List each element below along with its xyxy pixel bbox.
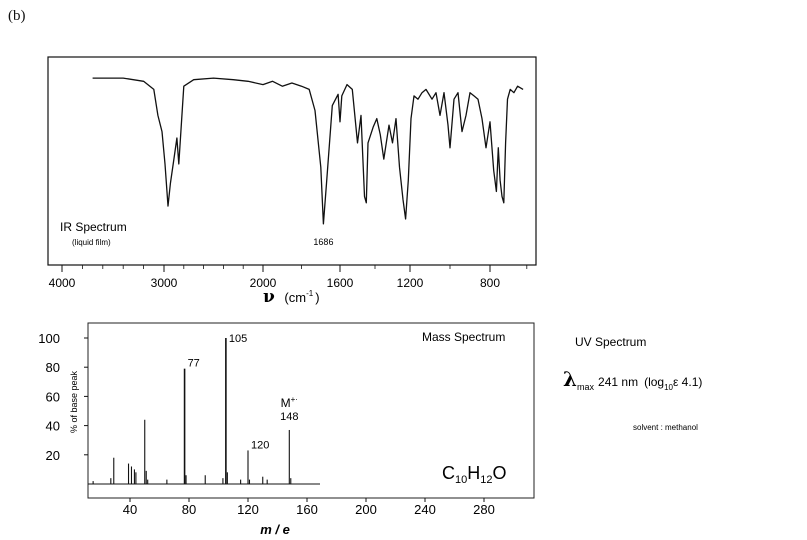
ir-spectrum-chart: 4000 3000 2000 1600 1200 800 IR Spectrum (liq…	[47, 56, 537, 307]
ms-y-tick-label-2: 60	[46, 389, 60, 404]
ms-x-ticks: 40 80 120 160 200 240 280	[123, 498, 495, 517]
ir-x-tick-label-4: 1200	[397, 276, 424, 290]
ms-plot-frame	[87, 322, 535, 499]
ms-peak-labels: 77 105 120	[188, 333, 270, 451]
ms-x-tick-label-0: 40	[123, 502, 137, 517]
ms-molecular-ion-mass: 148	[280, 411, 298, 423]
uv-log-rest: ε 4.1)	[673, 375, 702, 389]
ir-peak-annotation: 1686	[313, 237, 333, 247]
ir-subtitle: (liquid film)	[72, 238, 111, 247]
ms-y-tick-label-1: 40	[46, 419, 60, 434]
ms-x-tick-label-4: 200	[355, 502, 377, 517]
uv-spectrum: UV Spectrum λmax 241 nm (log10ε 4.1) solve…	[563, 335, 702, 432]
panel-label: (b)	[8, 8, 26, 24]
uv-log-sub: 10	[664, 383, 673, 392]
formula-h: H	[467, 463, 480, 483]
uv-value: 241 nm	[598, 375, 638, 389]
uv-title: UV Spectrum	[575, 335, 646, 349]
ms-peak-label-120: 120	[251, 439, 269, 451]
formula-sub2: 12	[480, 474, 492, 486]
ir-x-tick-label-1: 3000	[151, 276, 178, 290]
ms-y-tick-label-4: 100	[38, 331, 60, 346]
mass-spectrum-chart: 20 40 60 80 100 40 80 120 160 200 240 280 77 105 120…	[38, 322, 535, 537]
ir-x-label-symbol: ν	[263, 287, 275, 307]
uv-lambda-max: λmax 241 nm (log10ε 4.1)	[563, 367, 702, 392]
ms-peaks	[92, 338, 292, 484]
formula-c: C	[442, 463, 455, 483]
ir-plot-frame	[47, 56, 537, 266]
ir-x-label-exp: -1	[306, 289, 314, 298]
ir-x-label-close: )	[315, 290, 319, 305]
ms-x-tick-label-2: 120	[237, 502, 259, 517]
ms-title: Mass Spectrum	[422, 330, 505, 344]
uv-log-open: (log	[644, 375, 664, 389]
ir-x-tick-label-2: 2000	[250, 276, 277, 290]
ms-x-label: m / e	[260, 522, 290, 537]
ms-y-tick-label-3: 80	[46, 360, 60, 375]
ms-mion-symbol: M	[281, 396, 291, 410]
ms-mion-sup: +·	[291, 395, 298, 404]
ms-molecular-formula: C10H12O	[442, 463, 507, 486]
ms-x-tick-label-5: 240	[414, 502, 436, 517]
ir-x-label-unit: (cm	[284, 290, 306, 305]
ms-y-label: % of base peak	[69, 370, 79, 433]
ir-x-tick-label-5: 800	[480, 276, 500, 290]
ms-peak-label-105: 105	[229, 333, 247, 345]
uv-lambda-symbol: λ	[563, 367, 577, 391]
ir-x-tick-label-3: 1600	[327, 276, 354, 290]
formula-sub1: 10	[455, 474, 467, 486]
uv-solvent: solvent : methanol	[633, 423, 698, 432]
ir-spectrum-line	[92, 77, 524, 225]
ms-x-tick-label-1: 80	[182, 502, 196, 517]
ir-title: IR Spectrum	[60, 220, 127, 234]
formula-o: O	[493, 463, 507, 483]
ms-peak-label-77: 77	[188, 358, 200, 370]
ir-x-tick-label-0: 4000	[49, 276, 76, 290]
ms-molecular-ion-label: M+·	[281, 395, 298, 410]
ms-y-ticks: 20 40 60 80 100	[38, 331, 88, 463]
uv-lambda-sub: max	[577, 382, 595, 392]
ir-x-ticks: 4000 3000 2000 1600 1200 800	[49, 265, 528, 290]
ms-y-tick-label-0: 20	[46, 448, 60, 463]
ms-x-tick-label-6: 280	[473, 502, 495, 517]
ms-x-tick-label-3: 160	[296, 502, 318, 517]
ir-x-label: ν (cm-1)	[263, 287, 320, 307]
